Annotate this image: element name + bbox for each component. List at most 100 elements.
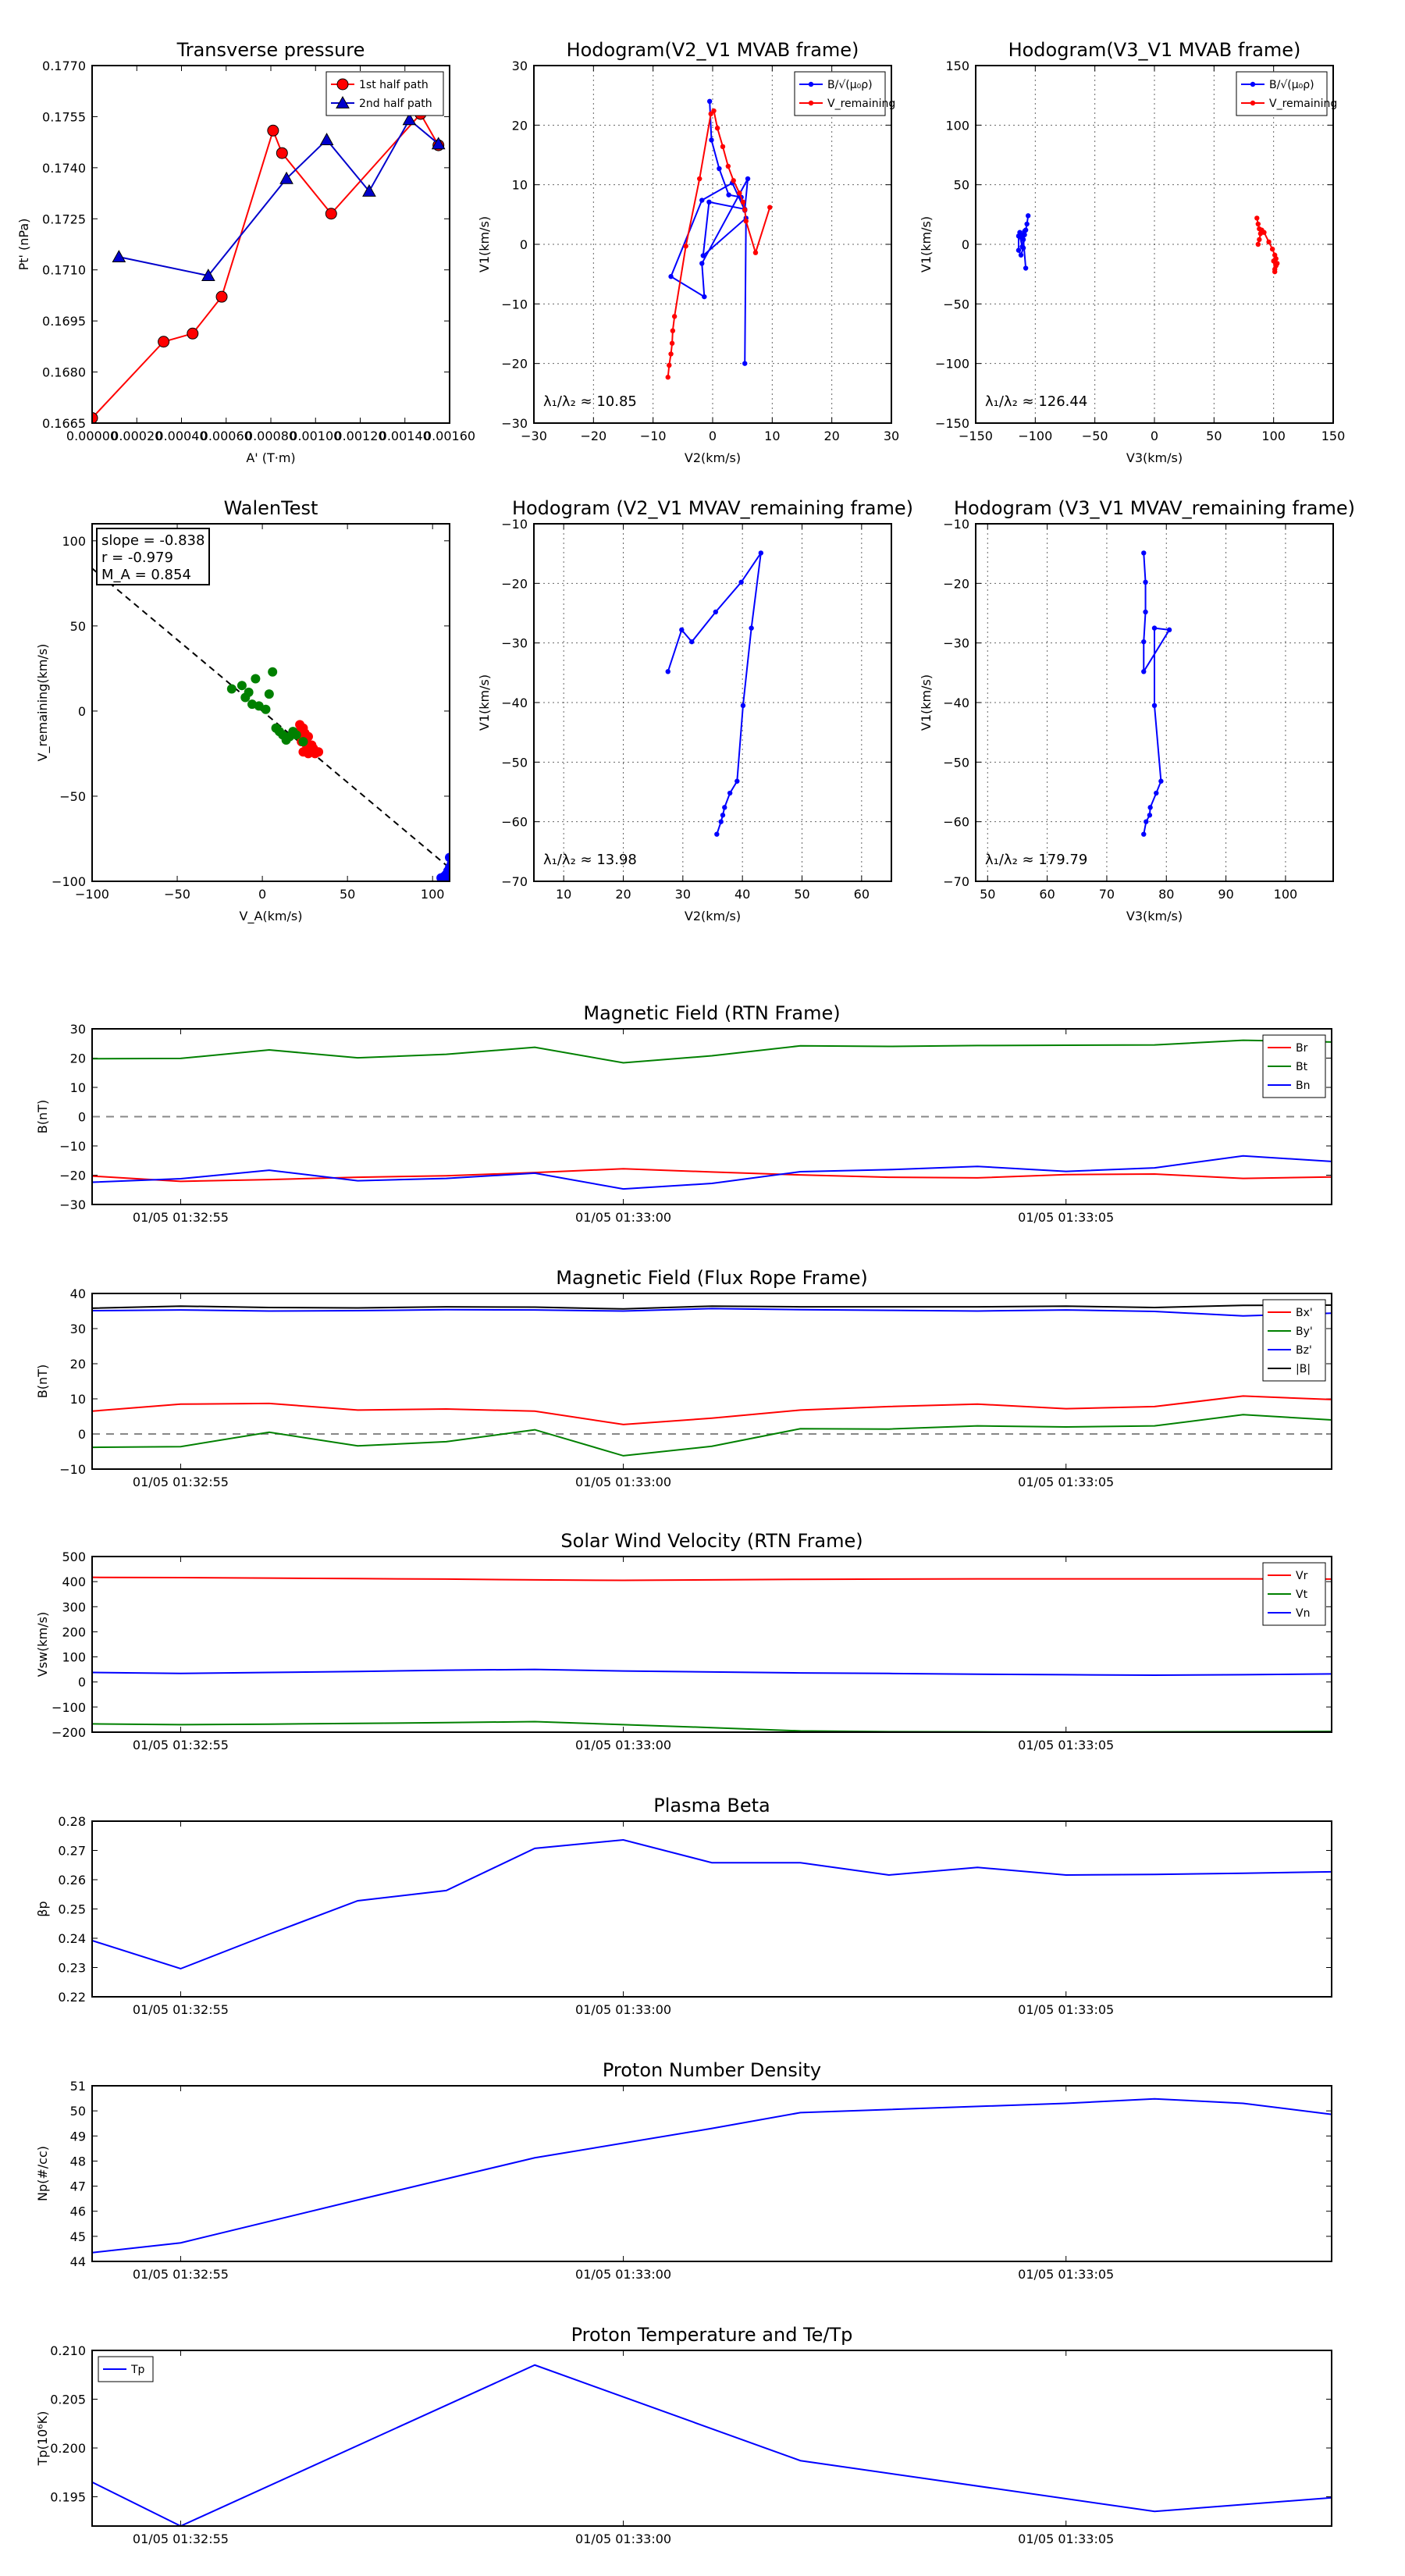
data-point: [441, 877, 450, 881]
x-tick-label: 0.00040: [155, 429, 207, 443]
data-point: [226, 684, 237, 694]
data-point: [706, 98, 713, 104]
legend-label: Tp: [130, 2364, 145, 2376]
legend: B/√(μ₀ρ) V_remaining: [794, 71, 895, 116]
y-tick-label: 0.22: [58, 1990, 86, 2005]
y-tick-label: −10: [943, 517, 969, 532]
x-tick-label: 60: [1039, 887, 1055, 902]
legend-label: Vn: [1296, 1607, 1310, 1620]
y-tick-label: 30: [70, 1022, 86, 1037]
walen-stat: r = -0.979: [101, 550, 173, 566]
legend: Br Bt Bn: [1262, 1034, 1326, 1098]
series-line-Bz': [92, 1308, 1332, 1317]
x-tick-label: 10: [764, 429, 780, 443]
y-tick-label: 0.205: [50, 2393, 86, 2407]
y-tick-label: 150: [945, 59, 969, 73]
y-tick-label: −30: [501, 636, 528, 651]
x-tick-label: 0.00060: [201, 429, 252, 443]
y-tick-label: 40: [70, 1286, 86, 1301]
y-tick-label: 51: [70, 2079, 86, 2094]
x-tick-label: 30: [675, 887, 691, 902]
y-tick-label: 30: [512, 59, 528, 73]
legend-box: [1262, 1299, 1326, 1382]
y-tick-label: −10: [501, 517, 528, 532]
y-axis-label: Np(#/cc): [35, 2146, 50, 2201]
data-point: [1022, 229, 1027, 234]
x-tick-label: 20: [823, 429, 839, 443]
data-point: [1025, 213, 1031, 219]
legend-label: Bt: [1296, 1061, 1308, 1073]
y-tick-label: 0.28: [58, 1814, 86, 1829]
x-tick-label: 0.00120: [334, 429, 386, 443]
x-tick-label: 50: [794, 887, 809, 902]
data-point: [268, 667, 278, 677]
x-tick-label: 50: [1206, 429, 1222, 443]
y-tick-label: −10: [501, 297, 528, 311]
x-tick-label: 0: [1151, 429, 1158, 443]
x-tick-label: 20: [615, 887, 631, 902]
y-tick-label: −100: [935, 357, 969, 372]
data-point: [720, 144, 726, 150]
plot-area: [665, 550, 764, 837]
y-axis-label: Vsw(km/s): [35, 1612, 50, 1677]
walen-stat: slope = -0.838: [101, 532, 205, 549]
data-point: [1269, 246, 1275, 252]
data-point: [1016, 247, 1022, 253]
eigenvalue-ratio: λ₁/λ₂ ≈ 10.85: [543, 393, 637, 410]
y-tick-label: 49: [70, 2129, 86, 2144]
x-tick-label: 40: [735, 887, 750, 902]
y-tick-label: −20: [501, 357, 528, 372]
y-tick-label: 50: [70, 619, 86, 634]
data-point: [743, 219, 749, 224]
data-point: [112, 250, 126, 263]
chart-hodogram_v2v1_mvav: 10 20 30 40 50 60 −70 −60 −50 −40 −30 −20 −10Hodogra…: [477, 497, 913, 923]
data-point: [742, 361, 748, 366]
data-point: [1143, 609, 1148, 615]
y-tick-label: 47: [70, 2179, 86, 2194]
legend-marker: [336, 95, 350, 109]
data-point: [711, 108, 717, 114]
y-tick-label: 20: [70, 1357, 86, 1372]
data-point: [665, 669, 670, 674]
x-tick-label: 01/05 01:33:05: [1018, 1210, 1114, 1225]
series-line-By': [92, 1414, 1332, 1457]
eigenvalue-ratio: λ₁/λ₂ ≈ 13.98: [543, 852, 637, 868]
data-point: [725, 163, 731, 169]
data-point: [1143, 579, 1148, 585]
data-point: [706, 199, 712, 205]
x-tick-label: 90: [1218, 887, 1233, 902]
eigenvalue-ratio: λ₁/λ₂ ≈ 126.44: [985, 393, 1087, 410]
y-tick-label: 0: [78, 704, 86, 719]
plot-area: [92, 1304, 1332, 1457]
plot-area: [665, 98, 773, 380]
data-point: [402, 112, 417, 126]
plot-area: [1141, 550, 1172, 837]
y-axis-label: βp: [35, 1901, 50, 1916]
legend-box: [794, 71, 886, 116]
data-point: [717, 165, 722, 172]
x-tick-label: 0.00000: [66, 429, 118, 443]
chart-title: Solar Wind Velocity (RTN Frame): [560, 1530, 863, 1552]
x-tick-label: 01/05 01:32:55: [133, 2002, 229, 2017]
legend-label: Bz': [1296, 1344, 1312, 1357]
chart-title: Hodogram(V2_V1 MVAB frame): [567, 39, 859, 61]
y-tick-label: −70: [501, 874, 528, 889]
data-point: [699, 261, 705, 266]
x-tick-label: 0: [709, 429, 717, 443]
data-point: [240, 692, 251, 703]
data-point: [709, 137, 714, 143]
y-tick-label: 50: [954, 178, 969, 193]
x-tick-label: 0.00080: [245, 429, 297, 443]
chart-solar_wind_velocity: 01/05 01:32:55 01/05 01:33:00 01/05 01:33:…: [35, 1530, 1332, 1752]
axes-frame: [91, 1556, 1332, 1733]
data-point: [689, 639, 695, 645]
y-axis-label: V1(km/s): [477, 216, 492, 272]
x-axis-label: V3(km/s): [1126, 450, 1183, 465]
plot-area: [92, 1838, 1332, 1970]
data-point: [276, 147, 288, 159]
data-point: [702, 294, 707, 300]
y-tick-label: 48: [70, 2154, 86, 2169]
x-tick-label: 01/05 01:32:55: [133, 2267, 229, 2282]
x-tick-label: 01/05 01:33:05: [1018, 2002, 1114, 2017]
y-tick-label: −100: [52, 874, 86, 889]
